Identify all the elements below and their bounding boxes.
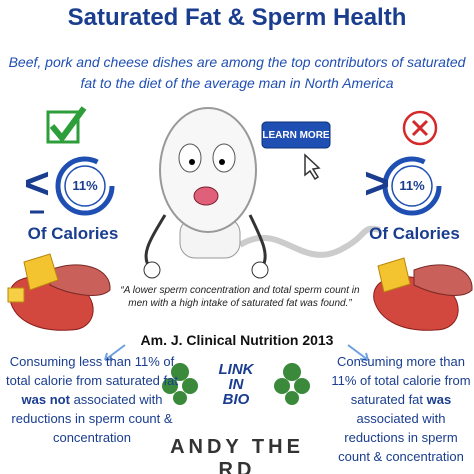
text-bold: was xyxy=(426,392,452,407)
pupil xyxy=(189,159,195,165)
cheese xyxy=(23,253,59,291)
text-bold: was not xyxy=(21,392,70,407)
cheese xyxy=(7,287,25,303)
cilantro xyxy=(162,363,198,405)
title: Saturated Fat & Sperm Health xyxy=(67,4,407,31)
logo: LINK IN BIO xyxy=(206,362,266,407)
learn-more-button[interactable] xyxy=(261,121,331,149)
text: Consuming less than 11% of total calorie… xyxy=(6,354,178,388)
cilantro xyxy=(274,363,310,405)
mouth xyxy=(193,186,219,206)
x-mark xyxy=(411,119,429,137)
pupil xyxy=(219,159,225,165)
right-percent: 11% xyxy=(399,178,425,193)
left-ring xyxy=(55,156,115,216)
less-than-symbol: < xyxy=(24,159,50,208)
cheese xyxy=(377,257,411,293)
cursor xyxy=(304,153,321,181)
arrow xyxy=(104,344,126,361)
check-box xyxy=(46,110,80,144)
eye xyxy=(178,143,202,173)
x-circle xyxy=(402,110,438,146)
quote: “A lower sperm concentration and total s… xyxy=(120,285,360,309)
arm xyxy=(144,214,167,269)
right-caption: Of Calories xyxy=(369,224,460,243)
arrow xyxy=(347,344,369,361)
left-text: Consuming less than 11% of total calorie… xyxy=(4,352,180,447)
text: associated with reductions in sperm coun… xyxy=(11,392,173,445)
eye xyxy=(212,143,236,173)
glove xyxy=(251,261,269,279)
greater-than-symbol: > xyxy=(364,159,390,208)
sperm-head xyxy=(159,107,257,233)
logo-line: IN xyxy=(228,376,244,393)
button-label[interactable]: LEARN MORE xyxy=(262,130,330,141)
left-ring-inner xyxy=(64,165,106,207)
brand-name: ANDY THE RD xyxy=(170,436,304,474)
right-ring-inner xyxy=(391,165,433,207)
left-caption: Of Calories xyxy=(27,224,119,243)
pork xyxy=(413,264,473,296)
left-percent: 11% xyxy=(72,178,98,193)
logo-line: BIO xyxy=(222,391,250,408)
pork xyxy=(49,264,111,296)
citation: Am. J. Clinical Nutrition 2013 xyxy=(140,332,334,348)
right-ring xyxy=(382,156,442,216)
subtitle: Beef, pork and cheese dishes are among t… xyxy=(8,54,466,91)
logo-line: LINK xyxy=(218,361,254,378)
glove xyxy=(143,261,161,279)
right-text: Consuming more than 11% of total calorie… xyxy=(330,352,472,466)
text: associated with reductions in sperm coun… xyxy=(338,411,464,464)
text: Consuming more than 11% of total calorie… xyxy=(331,354,471,407)
check-mark xyxy=(49,106,87,143)
sperm-tail xyxy=(238,225,381,258)
